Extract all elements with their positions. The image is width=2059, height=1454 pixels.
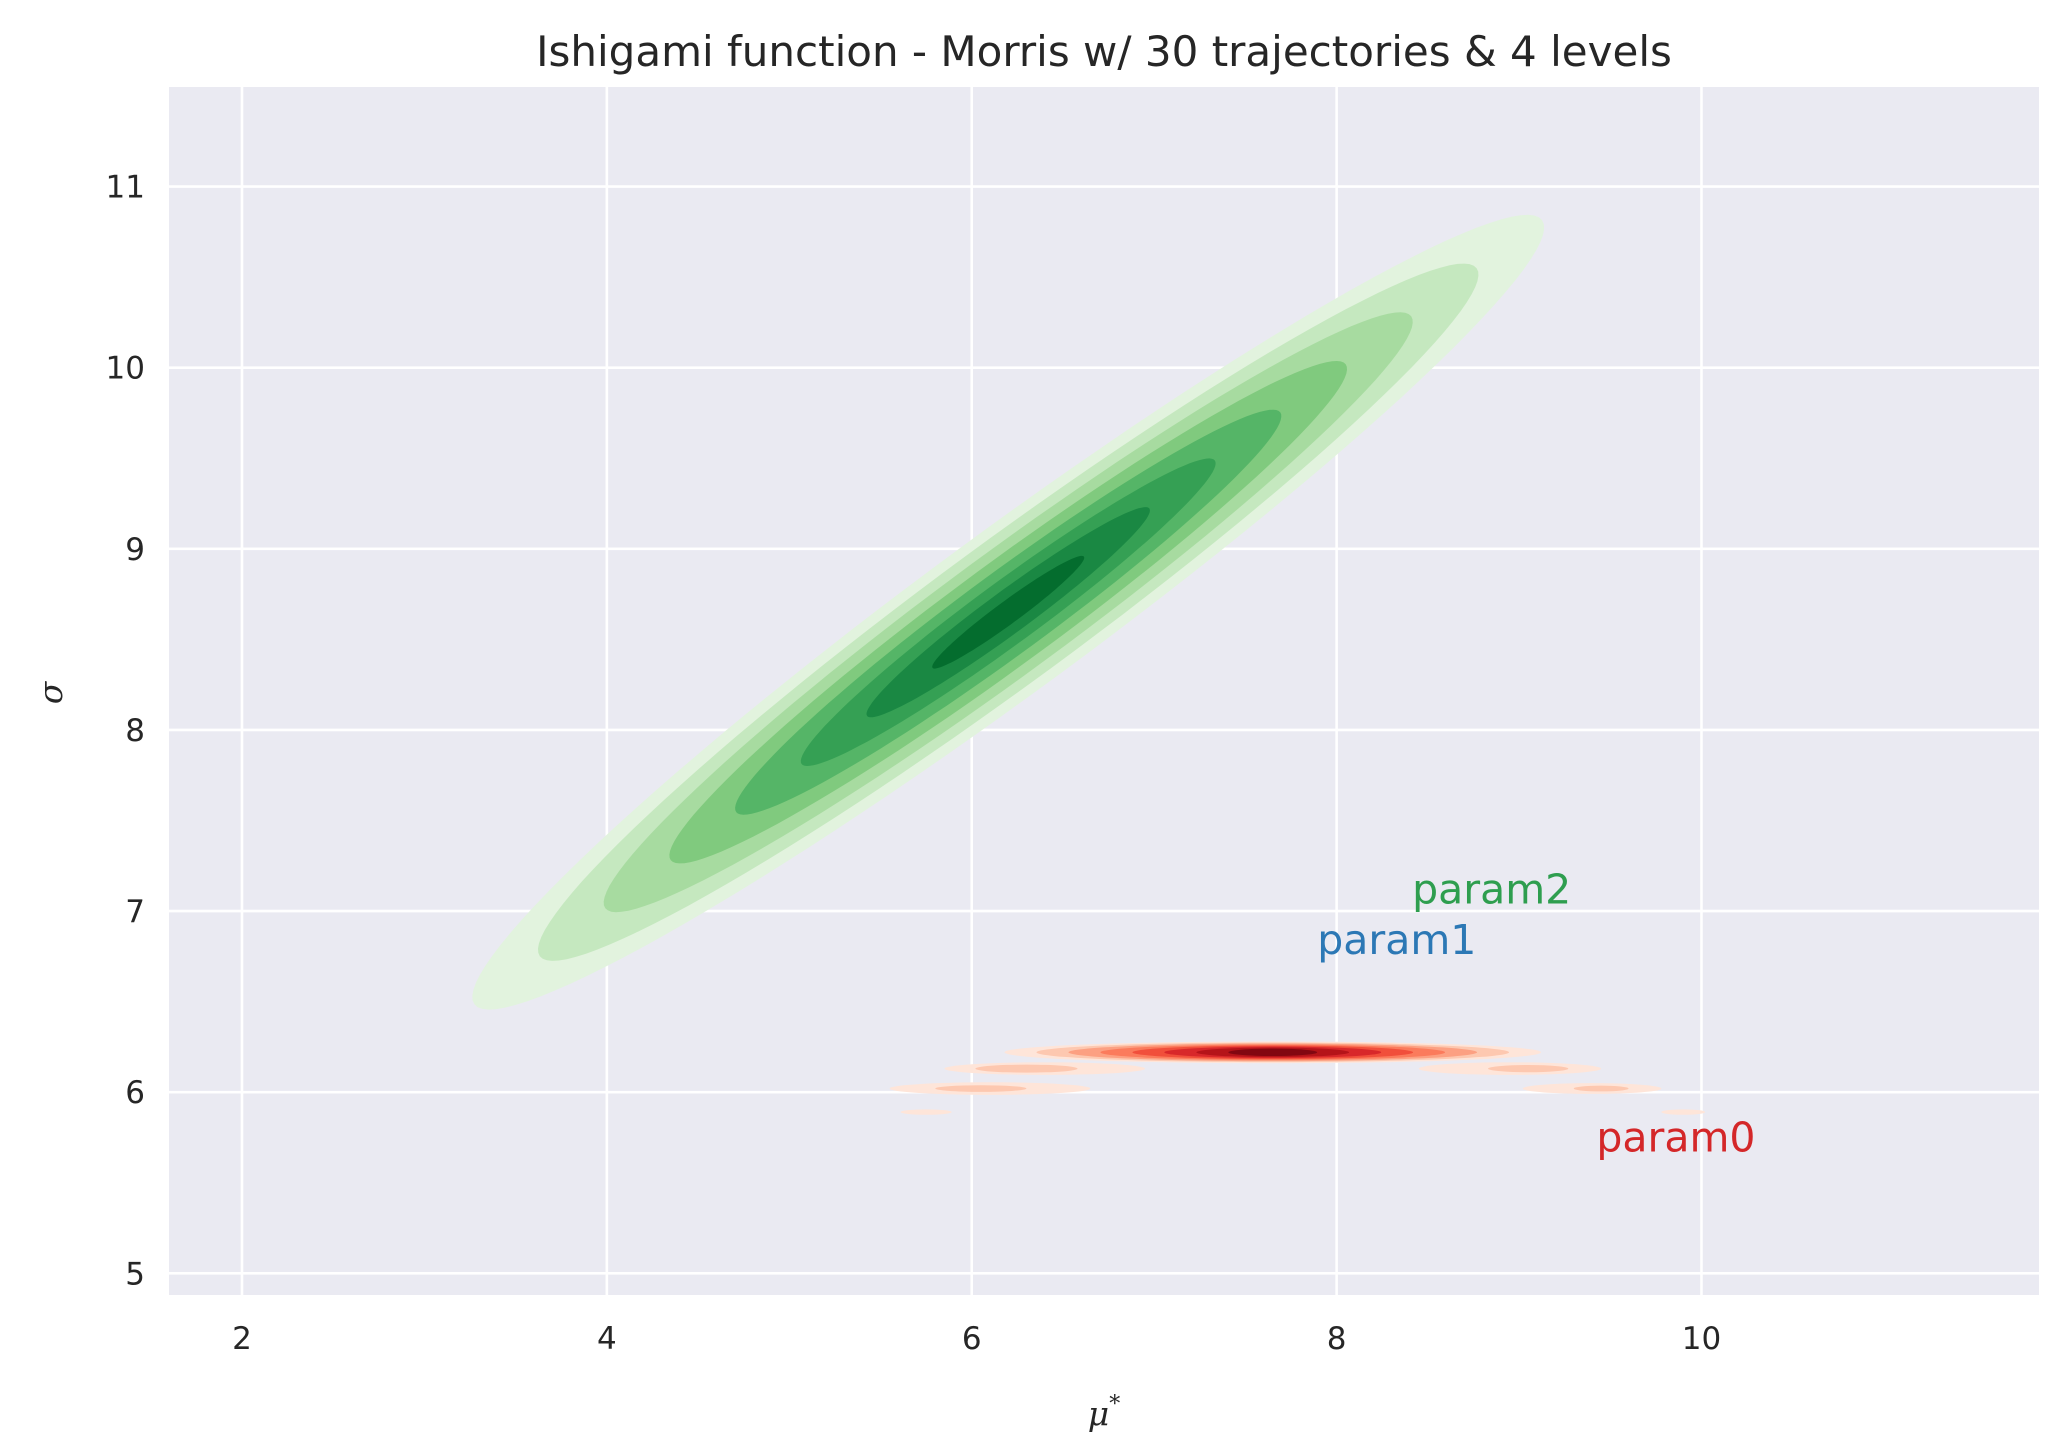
x-tick-label: 6 [962,1321,982,1357]
y-tick-label: 8 [125,713,145,749]
grid-lines [169,87,2039,1295]
param0-side-band [1661,1109,1706,1115]
y-tick-label: 7 [125,894,145,930]
chart-title: Ishigami function - Morris w/ 30 traject… [536,27,1672,76]
param0-side-band [900,1109,952,1115]
y-tick-label: 9 [125,532,145,568]
y-tick-label: 5 [125,1256,145,1292]
y-axis-label: σ [31,680,70,704]
y-tick-label: 11 [106,170,145,206]
x-tick-label: 8 [1327,1321,1347,1357]
param2-density [472,214,1545,1010]
param0-side-band [975,1064,1078,1073]
y-tick-label: 6 [125,1075,145,1111]
param0-density [889,1041,1706,1115]
density-contours [472,214,1706,1115]
y-tick-label: 10 [106,351,145,387]
x-tick-label: 10 [1682,1321,1721,1357]
x-tick-label: 4 [597,1321,617,1357]
param2-contour-level [932,555,1085,669]
plot-area [169,87,2039,1295]
param0-side-band [1488,1065,1569,1073]
annotation-param0: param0 [1596,1113,1755,1161]
param0-side-band [935,1085,1027,1092]
param0-side-band [1573,1085,1629,1092]
param0-contour-level [1228,1048,1318,1057]
x-axis-ticks: 2 4 6 8 10 [232,1321,1721,1357]
x-axis-label: μ* [1088,1392,1120,1433]
annotation-param2: param2 [1412,865,1571,913]
x-tick-label: 2 [232,1321,252,1357]
y-axis-ticks: 5 6 7 8 9 10 11 [106,170,145,1293]
annotation-param1: param1 [1317,916,1476,964]
